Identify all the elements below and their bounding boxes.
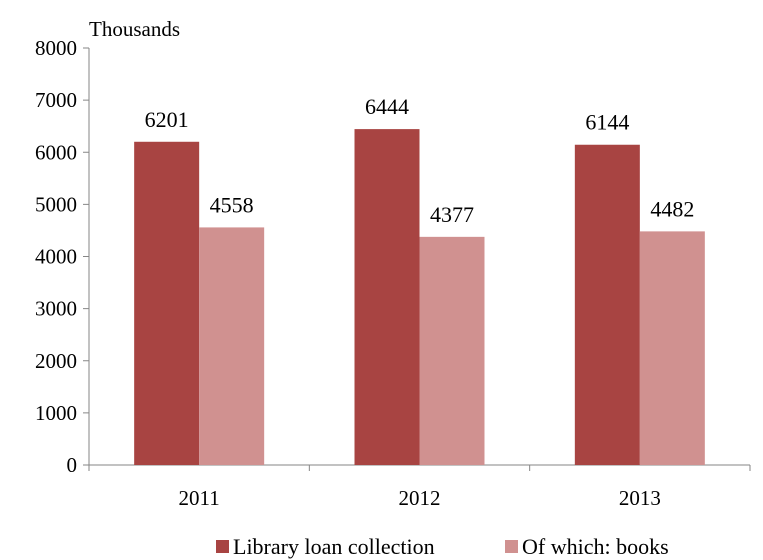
x-tick-label: 2012 [399, 486, 441, 510]
data-labels: 6201 4558 6444 4377 6144 4482 [145, 94, 695, 227]
y-tick-label: 4000 [35, 245, 77, 269]
y-axis: 0 1000 2000 3000 4000 5000 6000 7000 8000 [35, 36, 90, 477]
bar-books-2013 [639, 231, 705, 465]
data-label: 4482 [650, 196, 694, 221]
bars [134, 129, 705, 465]
bar-books-2011 [199, 227, 265, 465]
data-label: 6144 [585, 110, 629, 135]
x-tick-label: 2011 [179, 486, 220, 510]
y-tick-label: 2000 [35, 349, 77, 373]
bar-loan-collection-2011 [134, 141, 200, 465]
data-label: 6444 [365, 94, 409, 119]
x-tick-label: 2013 [619, 486, 661, 510]
y-axis-unit-label: Thousands [89, 17, 180, 41]
legend-swatch [505, 540, 518, 553]
y-tick-label: 3000 [35, 297, 77, 321]
bar-loan-collection-2012 [354, 129, 420, 465]
y-tick-label: 1000 [35, 401, 77, 425]
data-label: 4377 [430, 202, 474, 227]
data-label: 4558 [210, 192, 254, 217]
bar-loan-collection-2013 [574, 144, 640, 465]
legend: Library loan collection Of which: books [216, 534, 669, 559]
y-tick-label: 6000 [35, 140, 77, 164]
y-tick-label: 0 [67, 453, 78, 477]
bar-books-2012 [419, 236, 485, 465]
data-label: 6201 [145, 107, 189, 132]
legend-label: Library loan collection [233, 534, 435, 559]
y-tick-label: 5000 [35, 192, 77, 216]
x-axis: 2011 2012 2013 [88, 464, 751, 510]
y-tick-label: 7000 [35, 88, 77, 112]
y-tick-label: 8000 [35, 36, 77, 60]
legend-label: Of which: books [522, 534, 669, 559]
legend-swatch [216, 540, 229, 553]
